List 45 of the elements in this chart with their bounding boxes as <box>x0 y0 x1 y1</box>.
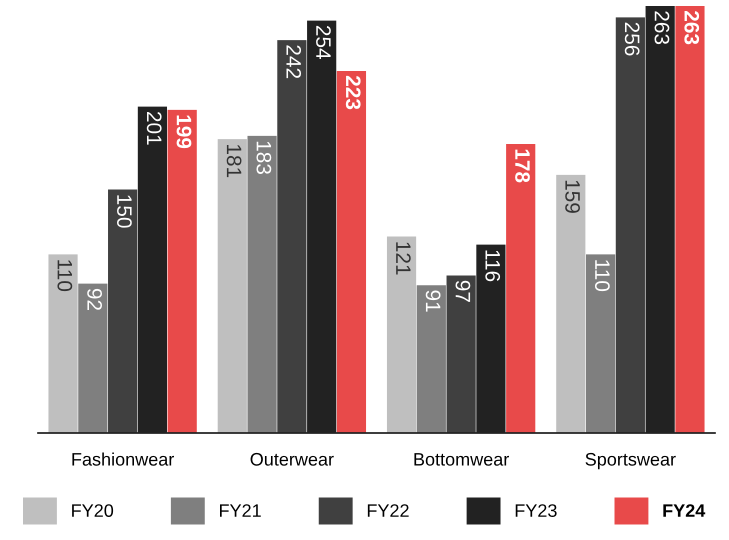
data-label: 116 <box>485 250 500 282</box>
data-label: 263 <box>684 10 700 44</box>
data-label: 254 <box>316 26 331 60</box>
bar <box>168 110 197 433</box>
data-label: 199 <box>176 115 192 148</box>
bar <box>506 144 536 433</box>
bar <box>416 285 446 433</box>
bar <box>277 40 306 433</box>
data-label: 159 <box>565 180 580 213</box>
bar <box>247 136 277 433</box>
bar <box>616 17 645 433</box>
data-label: 110 <box>57 260 72 292</box>
x-tick-label: Bottomwear <box>414 453 509 466</box>
bar <box>78 284 108 433</box>
data-label: 223 <box>346 76 361 110</box>
bar <box>336 70 366 433</box>
data-label: 97 <box>456 280 470 302</box>
x-tick-label: Sportswear <box>586 452 676 470</box>
bar <box>675 6 705 433</box>
data-label: 92 <box>87 288 102 310</box>
x-tick-label: Outerwear <box>250 452 334 466</box>
legend-label: FY20 <box>72 504 114 517</box>
data-label: 201 <box>146 112 162 145</box>
bar <box>108 189 138 433</box>
bar <box>556 174 586 433</box>
data-label: 178 <box>515 150 530 182</box>
legend-label: FY22 <box>368 504 409 517</box>
data-label: 256 <box>624 22 640 56</box>
bar <box>386 236 416 433</box>
bar <box>48 254 78 433</box>
bar <box>586 254 616 433</box>
data-label: 181 <box>226 144 242 178</box>
x-tick-label: Fashionwear <box>72 452 174 466</box>
data-label: 150 <box>117 195 132 228</box>
legend-label: FY23 <box>516 504 557 517</box>
data-label: 110 <box>594 260 610 292</box>
data-label: 242 <box>286 45 302 78</box>
bar <box>446 276 476 433</box>
data-label: 91 <box>426 290 440 312</box>
legend-label: FY21 <box>220 504 261 517</box>
data-label: 263 <box>654 11 670 44</box>
data-label: 183 <box>256 142 272 174</box>
bar <box>218 139 247 433</box>
data-label: 121 <box>396 242 411 275</box>
legend-label: FY24 <box>663 504 706 517</box>
